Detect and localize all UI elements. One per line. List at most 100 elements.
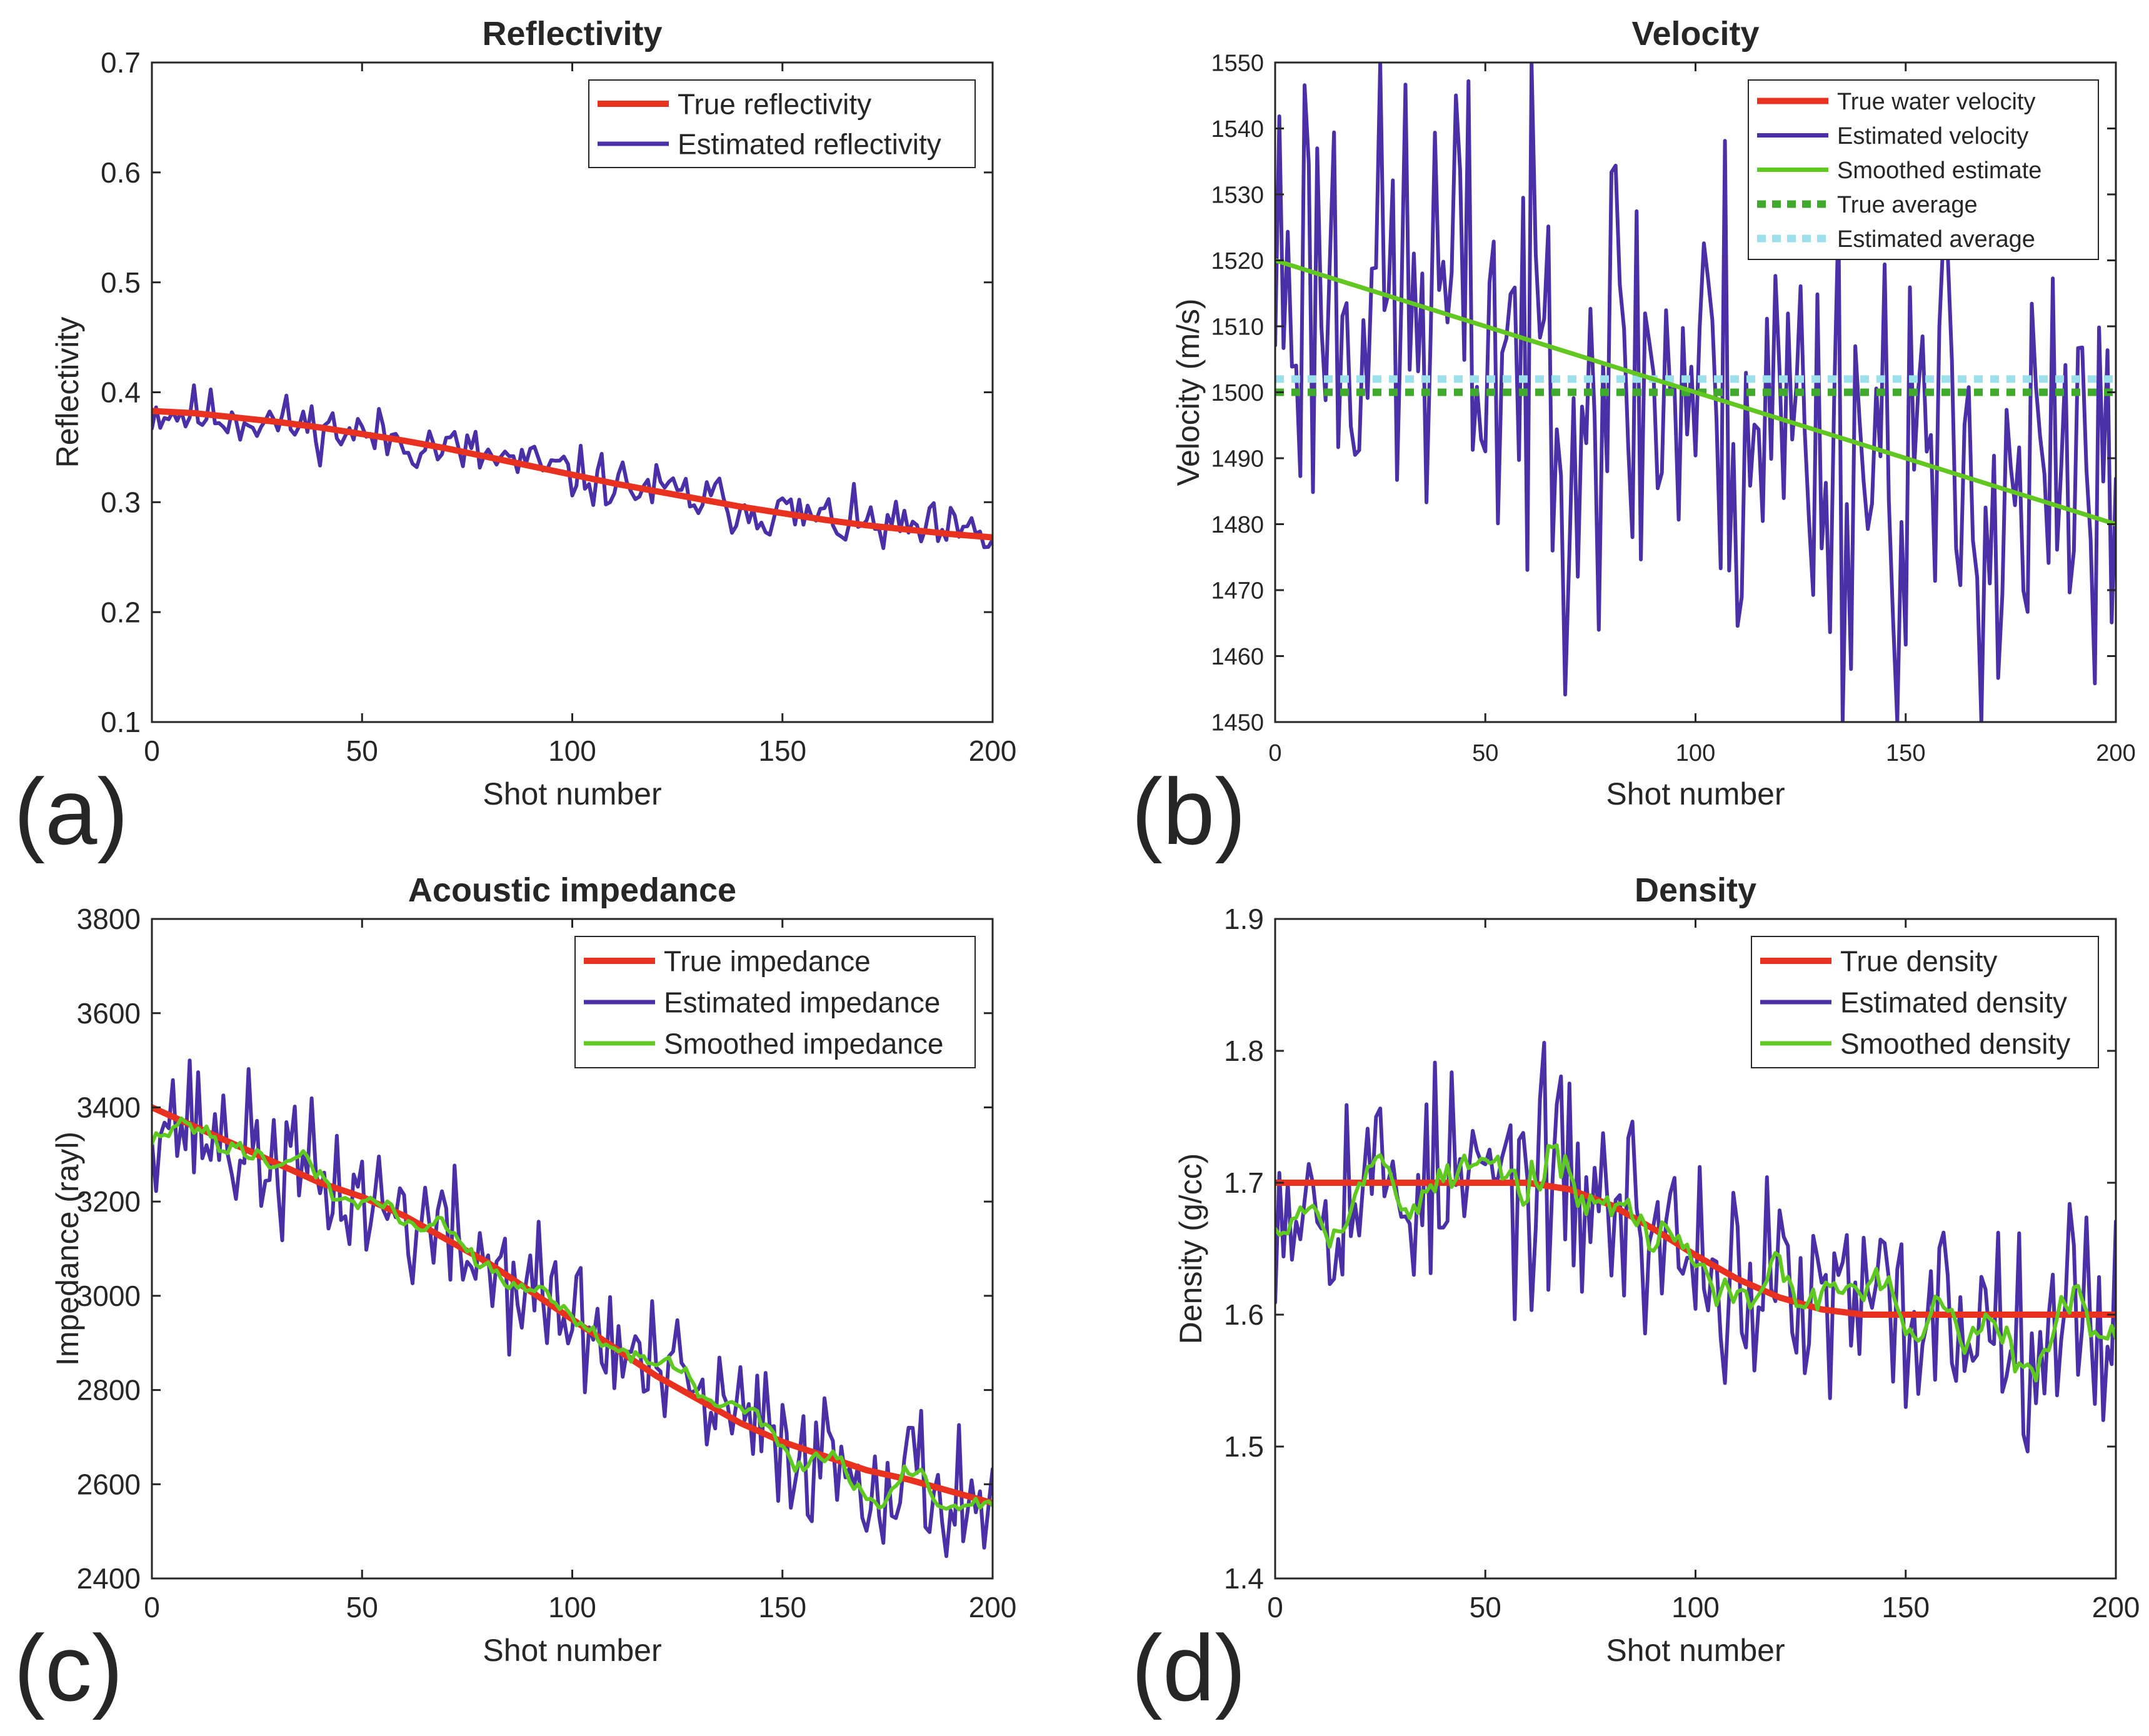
x-tick-label: 200 <box>969 1591 1017 1623</box>
legend-box <box>588 79 976 168</box>
x-tick-label: 150 <box>1881 1591 1930 1623</box>
series-line-estimated-density <box>1275 1041 2116 1453</box>
x-tick-label: 50 <box>346 1591 378 1623</box>
velocity-y-axis-label: Velocity (m/s) <box>1171 298 1206 486</box>
acoustic-impedance-plot-area <box>152 1058 993 1558</box>
x-tick-label: 0 <box>1268 740 1281 766</box>
y-tick-label: 1550 <box>1211 50 1264 76</box>
x-tick-label: 200 <box>969 735 1017 767</box>
x-tick-label: 100 <box>1671 1591 1720 1623</box>
series-line-true-density <box>1275 1180 2116 1318</box>
x-tick-label: 100 <box>1676 740 1715 766</box>
legend-entry: Smoothed density <box>1840 1028 2070 1060</box>
y-tick-label: 1510 <box>1211 314 1264 340</box>
velocity-x-axis-label: Shot number <box>1606 776 1785 811</box>
series-line-true-reflectivity <box>152 408 993 541</box>
y-tick-label: 3800 <box>77 903 141 935</box>
legend-entry: Estimated impedance <box>664 986 940 1019</box>
legend-entry: True average <box>1837 192 1978 218</box>
series-line-smoothed-density <box>1275 1143 2116 1383</box>
x-tick-label: 150 <box>758 1591 806 1623</box>
series-line-estimated-velocity <box>1275 63 2116 722</box>
y-tick-label: 1500 <box>1211 380 1264 406</box>
y-tick-label: 0.1 <box>101 706 141 738</box>
legend-entry: Estimated velocity <box>1837 123 2028 149</box>
y-tick-label: 1.6 <box>1224 1298 1264 1331</box>
chart-velocity: 0 50 100 150 200 1450 1460 1470 1480 1490 1500 1510… <box>1131 15 2136 864</box>
x-tick-label: 0 <box>144 1591 160 1623</box>
y-tick-label: 0.3 <box>101 486 141 518</box>
y-tick-label: 1470 <box>1211 578 1264 604</box>
velocity-title: Velocity <box>1631 15 1759 53</box>
y-tick-label: 3200 <box>77 1185 141 1218</box>
y-tick-label: 1.5 <box>1224 1430 1264 1463</box>
x-tick-label: 150 <box>1886 740 1925 766</box>
panel-label: (d) <box>1131 1615 1246 1720</box>
y-tick-label: 1460 <box>1211 644 1264 670</box>
x-tick-label: 200 <box>2096 740 2135 766</box>
x-tick-label: 50 <box>1472 740 1498 766</box>
legend-entry: True impedance <box>664 945 871 978</box>
x-tick-label: 150 <box>758 735 806 767</box>
x-tick-label: 0 <box>1267 1591 1283 1623</box>
legend-entry: Smoothed estimate <box>1837 158 2041 184</box>
acoustic-impedance-x-axis-label: Shot number <box>483 1633 661 1668</box>
y-tick-label: 0.5 <box>101 266 141 299</box>
x-tick-label: 200 <box>2092 1591 2140 1623</box>
legend-entry: Estimated density <box>1840 986 2067 1019</box>
legend-entry: True density <box>1840 945 1997 978</box>
reflectivity-x-axis-label: Shot number <box>483 776 661 811</box>
y-tick-label: 1520 <box>1211 248 1264 274</box>
legend-entry: True water velocity <box>1837 89 2035 115</box>
y-tick-label: 1530 <box>1211 182 1264 208</box>
panel-label: (b) <box>1131 759 1246 864</box>
acoustic-impedance-legend: True impedance Estimated impedance Smoothe… <box>574 936 976 1068</box>
velocity-plot-area <box>1275 63 2116 722</box>
y-tick-label: 0.7 <box>101 46 141 79</box>
density-x-axis-label: Shot number <box>1606 1633 1785 1668</box>
y-tick-label: 0.4 <box>101 376 141 409</box>
x-tick-label: 100 <box>548 1591 596 1623</box>
y-tick-label: 1480 <box>1211 512 1264 538</box>
legend-entry: True reflectivity <box>678 88 871 121</box>
x-tick-label: 100 <box>548 735 596 767</box>
velocity-legend: True water velocity Estimated velocity Smo… <box>1748 79 2099 260</box>
panel-label: (a) <box>14 759 128 864</box>
series-line-estimated-impedance <box>152 1058 993 1558</box>
series-line-smoothed-impedance <box>152 1116 993 1512</box>
y-tick-label: 2600 <box>77 1468 141 1500</box>
density-plot-area <box>1275 1041 2116 1453</box>
reflectivity-legend: True reflectivity Estimated reflectivity <box>588 79 976 168</box>
panel-label: (c) <box>14 1615 123 1720</box>
x-tick-label: 0 <box>144 735 160 767</box>
y-tick-label: 0.2 <box>101 596 141 628</box>
series-line-estimated-reflectivity <box>152 383 993 550</box>
acoustic-impedance-y-axis-label: Impedance (rayl) <box>50 1131 85 1366</box>
y-tick-label: 3600 <box>77 997 141 1030</box>
y-tick-label: 2400 <box>77 1562 141 1595</box>
acoustic-impedance-title: Acoustic impedance <box>408 871 736 909</box>
y-tick-label: 1.4 <box>1224 1562 1264 1595</box>
y-tick-label: 3000 <box>77 1280 141 1312</box>
y-tick-label: 1.9 <box>1224 903 1264 935</box>
density-legend: True density Estimated density Smoothed de… <box>1751 936 2099 1068</box>
chart-density: 0 50 100 150 200 1.4 1.5 1.6 1.7 1.8 1.9 Density Sho… <box>1131 871 2140 1720</box>
y-tick-label: 0.6 <box>101 156 141 189</box>
legend-entry: Estimated reflectivity <box>678 128 941 161</box>
y-tick-label: 1.8 <box>1224 1035 1264 1067</box>
reflectivity-title: Reflectivity <box>482 15 662 53</box>
legend-entry: Smoothed impedance <box>664 1028 944 1060</box>
chart-acoustic-impedance: 0 50 100 150 200 2400 2600 2800 3000 3200 3400 3600… <box>14 871 1016 1720</box>
y-tick-label: 1450 <box>1211 710 1264 736</box>
y-tick-label: 1490 <box>1211 446 1264 472</box>
chart-reflectivity: 0 50 100 150 200 0.1 0.2 0.3 0.4 0.5 0.6 0.7 Reflect… <box>14 15 1016 864</box>
density-y-axis-label: Density (g/cc) <box>1173 1153 1208 1345</box>
reflectivity-plot-area <box>152 383 993 550</box>
x-tick-label: 50 <box>1470 1591 1501 1623</box>
density-title: Density <box>1635 871 1756 909</box>
y-tick-label: 1.7 <box>1224 1167 1264 1199</box>
reflectivity-y-axis-label: Reflectivity <box>50 317 85 468</box>
y-tick-label: 1540 <box>1211 116 1264 143</box>
y-tick-label: 2800 <box>77 1374 141 1407</box>
